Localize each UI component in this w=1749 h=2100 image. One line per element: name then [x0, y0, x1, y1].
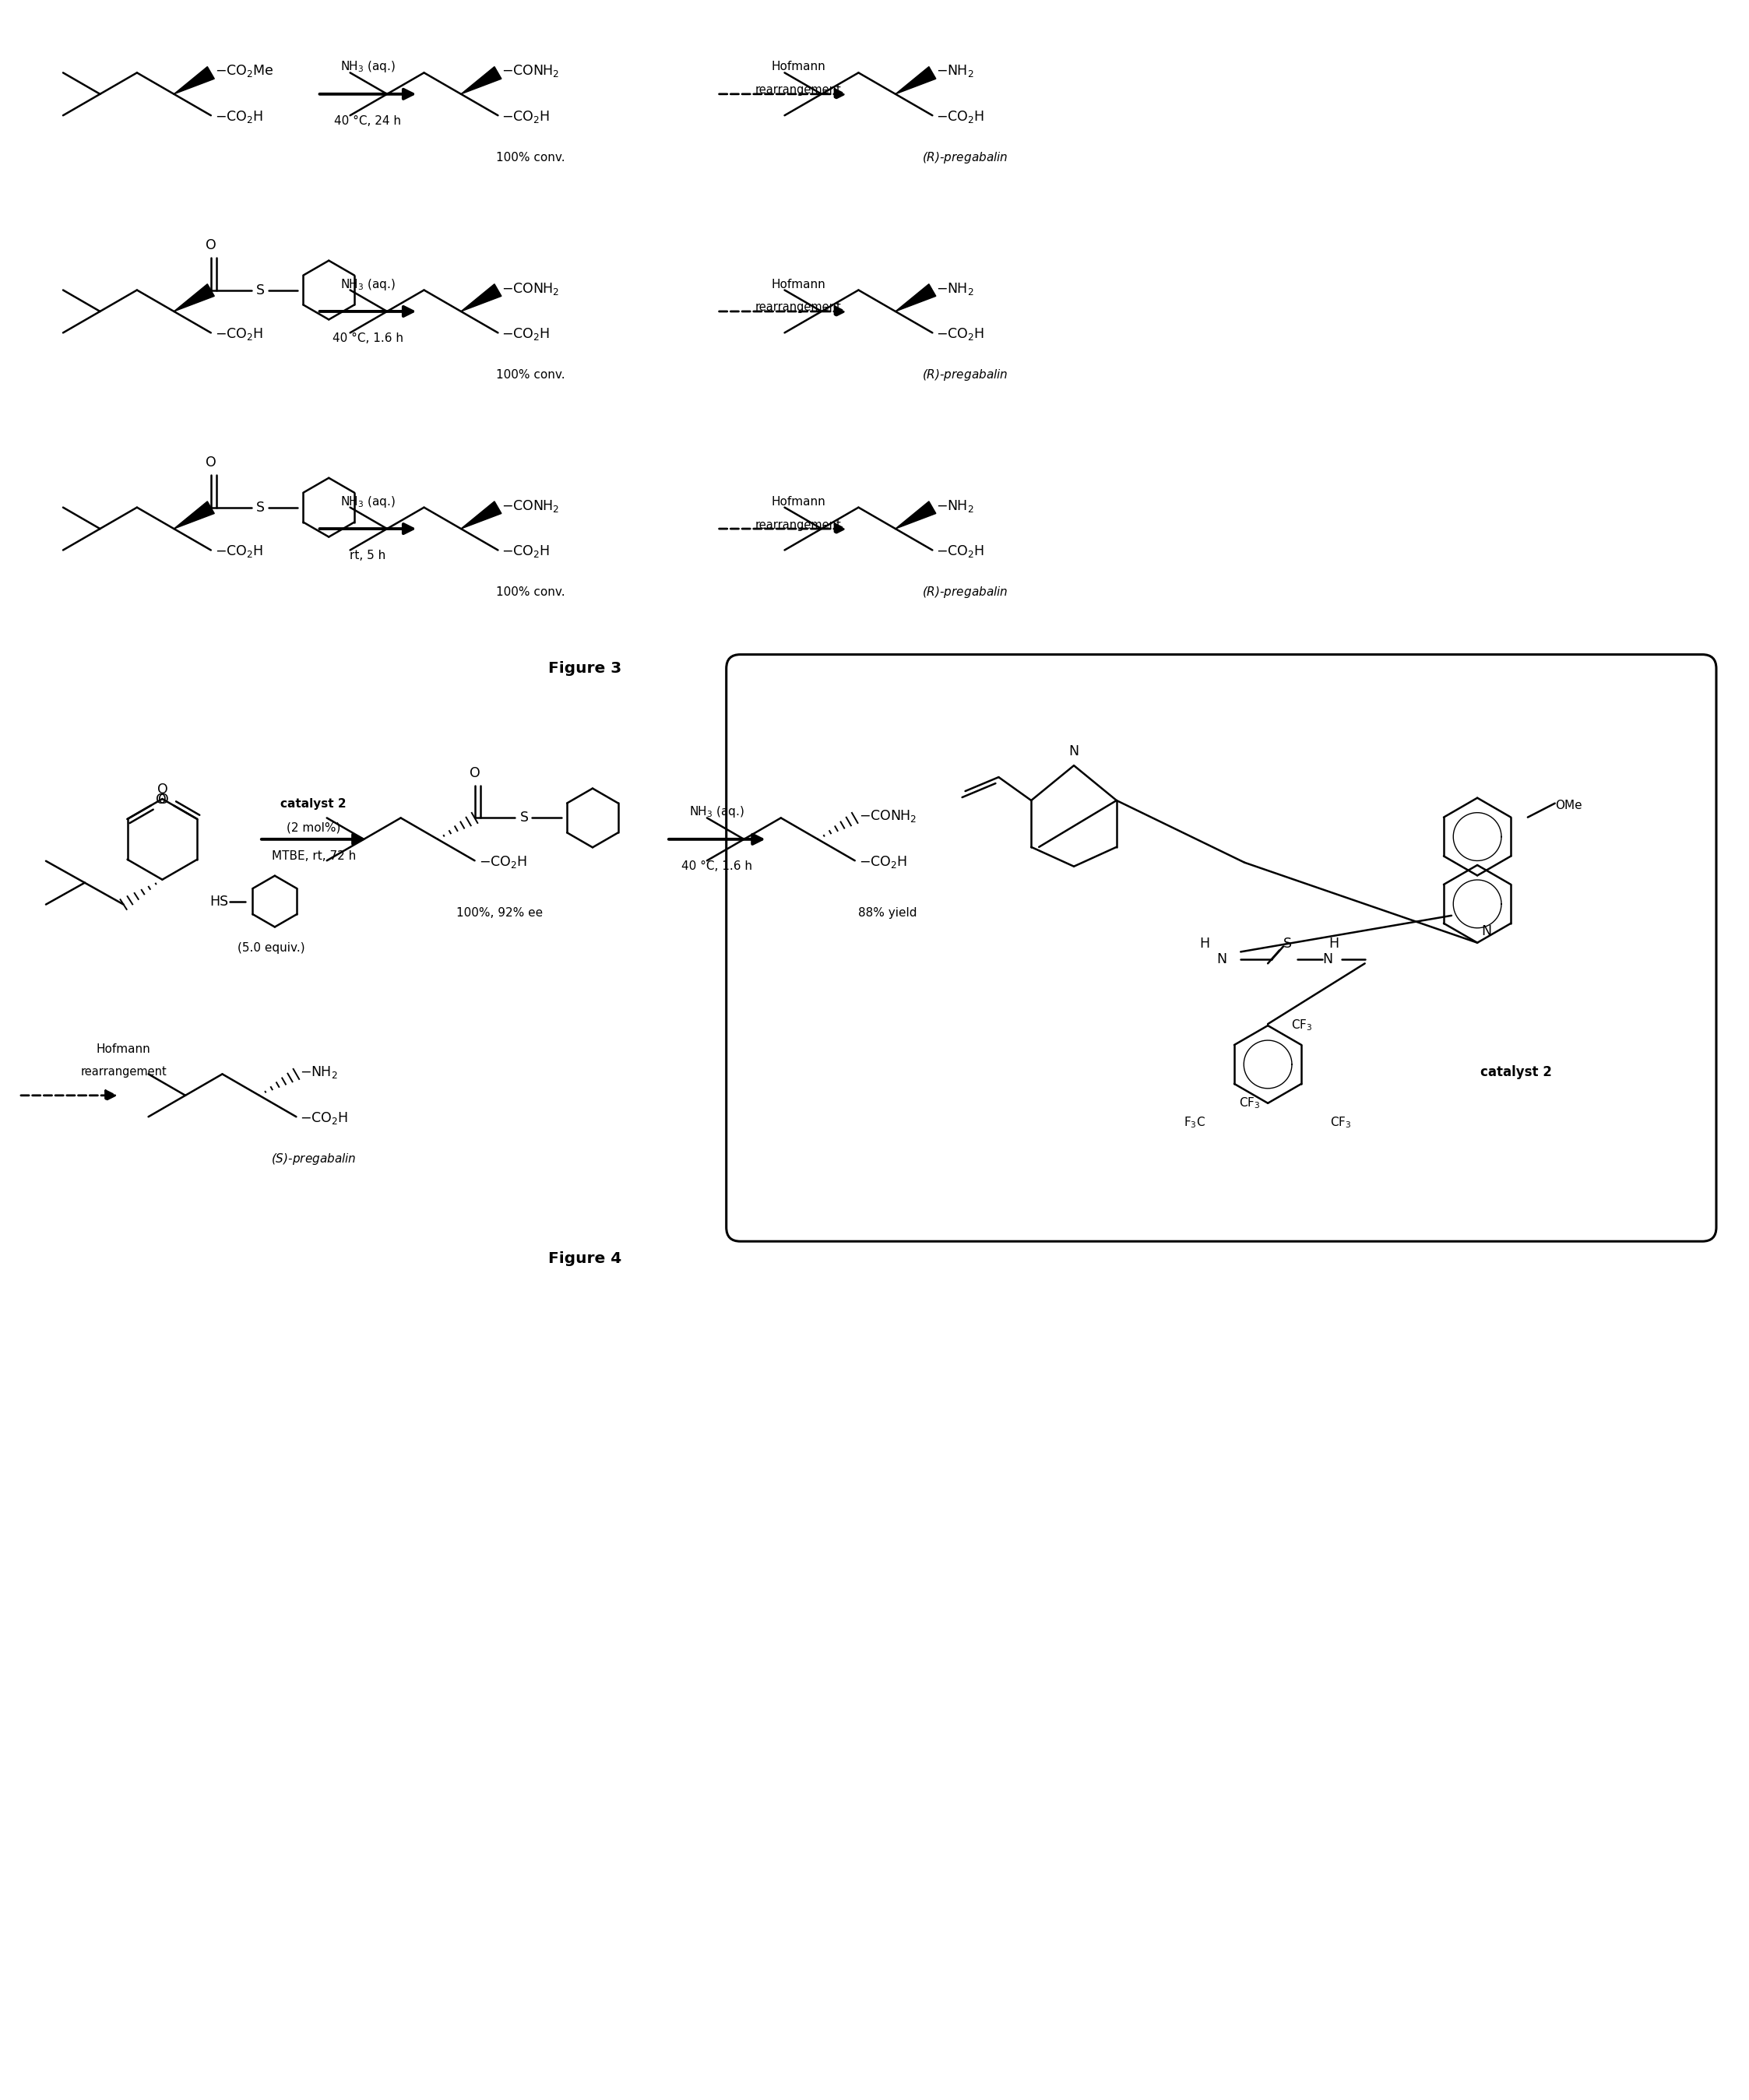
- Text: HS: HS: [210, 895, 227, 909]
- Text: $-$NH$_2$: $-$NH$_2$: [936, 498, 974, 514]
- Text: $-$CO$_2$H: $-$CO$_2$H: [502, 109, 551, 124]
- Text: CF$_3$: CF$_3$: [1329, 1115, 1352, 1130]
- Text: N: N: [1216, 953, 1226, 966]
- Text: NH$_3$ (aq.): NH$_3$ (aq.): [341, 59, 395, 74]
- FancyBboxPatch shape: [726, 655, 1716, 1241]
- Text: S: S: [519, 811, 528, 825]
- Text: ($R$)-pregabalin: ($R$)-pregabalin: [922, 586, 1007, 601]
- Text: $-$CO$_2$H: $-$CO$_2$H: [859, 855, 908, 869]
- Text: $-$CO$_2$H: $-$CO$_2$H: [936, 109, 985, 124]
- Text: Hofmann: Hofmann: [771, 279, 826, 290]
- Text: Figure 3: Figure 3: [549, 661, 623, 676]
- Text: 40 °C, 24 h: 40 °C, 24 h: [334, 116, 401, 128]
- Text: 100%, 92% ee: 100%, 92% ee: [456, 907, 542, 920]
- Text: rearrangement: rearrangement: [756, 84, 841, 97]
- Polygon shape: [462, 502, 502, 529]
- Text: rearrangement: rearrangement: [756, 302, 841, 313]
- Text: CF$_3$: CF$_3$: [1291, 1018, 1312, 1033]
- Text: ($R$)-pregabalin: ($R$)-pregabalin: [922, 367, 1007, 382]
- Text: 40 °C, 1.6 h: 40 °C, 1.6 h: [682, 861, 752, 871]
- Polygon shape: [895, 284, 936, 311]
- Text: $-$CO$_2$H: $-$CO$_2$H: [301, 1111, 348, 1126]
- Text: $-$NH$_2$: $-$NH$_2$: [936, 281, 974, 296]
- Text: catalyst 2: catalyst 2: [1480, 1065, 1551, 1079]
- Text: $-$CONH$_2$: $-$CONH$_2$: [859, 808, 916, 823]
- Text: $-$CONH$_2$: $-$CONH$_2$: [502, 281, 560, 296]
- Text: O: O: [206, 237, 217, 252]
- Text: NH$_3$ (aq.): NH$_3$ (aq.): [689, 804, 745, 819]
- Text: S: S: [1284, 937, 1291, 951]
- Text: $-$CO$_2$H: $-$CO$_2$H: [502, 544, 551, 559]
- Polygon shape: [173, 284, 215, 311]
- Text: NH$_3$ (aq.): NH$_3$ (aq.): [341, 277, 395, 292]
- Text: N: N: [1481, 924, 1492, 939]
- Text: $-$NH$_2$: $-$NH$_2$: [936, 63, 974, 80]
- Polygon shape: [462, 67, 502, 94]
- Text: O: O: [156, 792, 166, 806]
- Text: 100% conv.: 100% conv.: [497, 151, 565, 164]
- Text: F$_3$C: F$_3$C: [1184, 1115, 1205, 1130]
- Text: Hofmann: Hofmann: [96, 1044, 150, 1054]
- Text: catalyst 2: catalyst 2: [280, 798, 346, 811]
- Text: OMe: OMe: [1555, 800, 1581, 811]
- Text: H: H: [1329, 937, 1340, 951]
- Text: S: S: [257, 284, 264, 296]
- Text: rearrangement: rearrangement: [80, 1067, 166, 1077]
- Text: S: S: [257, 500, 264, 514]
- Text: rearrangement: rearrangement: [756, 519, 841, 531]
- Text: $-$CO$_2$H: $-$CO$_2$H: [215, 109, 262, 124]
- Polygon shape: [173, 67, 215, 94]
- Text: N: N: [1322, 953, 1333, 966]
- Text: (2 mol%): (2 mol%): [287, 821, 341, 834]
- Text: 100% conv.: 100% conv.: [497, 586, 565, 598]
- Text: 88% yield: 88% yield: [859, 907, 916, 920]
- Text: Hofmann: Hofmann: [771, 61, 826, 74]
- Text: $-$CO$_2$H: $-$CO$_2$H: [936, 326, 985, 342]
- Polygon shape: [462, 284, 502, 311]
- Text: O: O: [469, 766, 479, 779]
- Text: $-$CO$_2$Me: $-$CO$_2$Me: [215, 63, 273, 80]
- Text: Figure 4: Figure 4: [549, 1252, 623, 1266]
- Text: $-$CONH$_2$: $-$CONH$_2$: [502, 498, 560, 514]
- Text: $-$NH$_2$: $-$NH$_2$: [301, 1065, 338, 1079]
- Text: 40 °C, 1.6 h: 40 °C, 1.6 h: [332, 332, 404, 344]
- Text: H: H: [1200, 937, 1210, 951]
- Polygon shape: [173, 502, 215, 529]
- Text: O: O: [157, 792, 170, 806]
- Text: (5.0 equiv.): (5.0 equiv.): [238, 943, 304, 953]
- Text: ($S$)-pregabalin: ($S$)-pregabalin: [271, 1151, 357, 1166]
- Text: MTBE, rt, 72 h: MTBE, rt, 72 h: [271, 850, 355, 863]
- Text: 100% conv.: 100% conv.: [497, 370, 565, 380]
- Text: rt, 5 h: rt, 5 h: [350, 550, 387, 563]
- Polygon shape: [895, 502, 936, 529]
- Text: N: N: [1069, 745, 1079, 758]
- Text: ($R$)-pregabalin: ($R$)-pregabalin: [922, 151, 1007, 166]
- Text: O: O: [206, 456, 217, 470]
- Text: O: O: [157, 783, 168, 796]
- Polygon shape: [895, 67, 936, 94]
- Text: $-$CO$_2$H: $-$CO$_2$H: [215, 326, 262, 342]
- Text: $-$CO$_2$H: $-$CO$_2$H: [936, 544, 985, 559]
- Text: CF$_3$: CF$_3$: [1238, 1096, 1259, 1111]
- Text: $-$CO$_2$H: $-$CO$_2$H: [479, 855, 526, 869]
- Text: NH$_3$ (aq.): NH$_3$ (aq.): [341, 493, 395, 508]
- Text: $-$CO$_2$H: $-$CO$_2$H: [502, 326, 551, 342]
- Text: Hofmann: Hofmann: [771, 496, 826, 508]
- Text: $-$CO$_2$H: $-$CO$_2$H: [215, 544, 262, 559]
- Text: $-$CONH$_2$: $-$CONH$_2$: [502, 63, 560, 80]
